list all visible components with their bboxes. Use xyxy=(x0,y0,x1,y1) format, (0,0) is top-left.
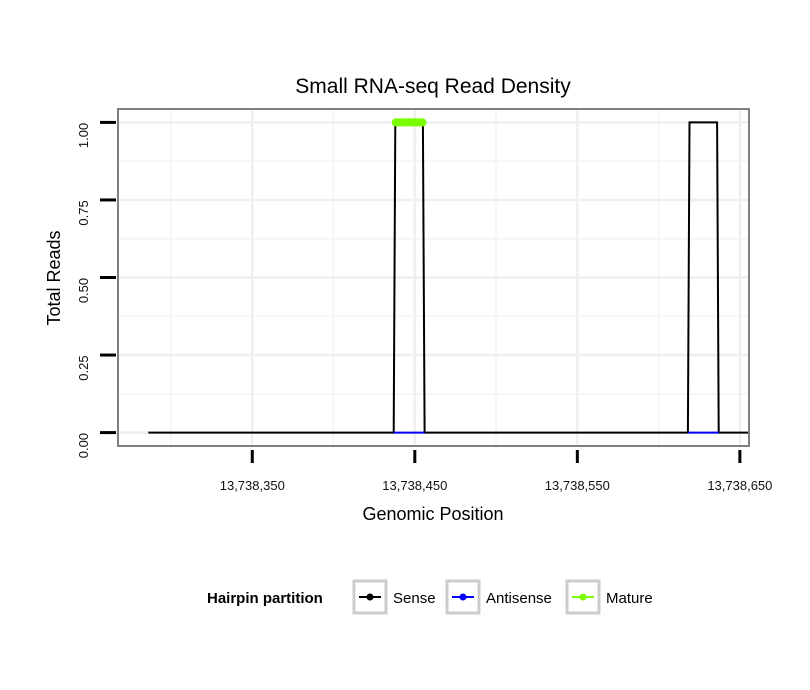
series-sense-line xyxy=(148,121,748,434)
legend-key-point xyxy=(366,593,374,601)
y-tick-label: 0.75 xyxy=(76,200,91,225)
y-tick-label: 0.25 xyxy=(76,355,91,380)
y-tick-label: 1.00 xyxy=(76,123,91,148)
y-tick-label: 0.50 xyxy=(76,278,91,303)
x-tick-label: 13,738,650 xyxy=(707,478,772,493)
legend-items: Sense Antisense Mature xyxy=(352,579,653,615)
y-tick-label: 0.00 xyxy=(76,433,91,458)
legend-key-point xyxy=(459,593,467,601)
y-axis: 0.00 0.25 0.50 0.75 1.00 xyxy=(76,120,116,458)
y-axis-title: Total Reads xyxy=(44,230,64,325)
x-tick-label: 13,738,350 xyxy=(220,478,285,493)
legend-label: Antisense xyxy=(486,590,552,607)
plot-panel-border xyxy=(117,108,750,447)
x-tick-label: 13,738,450 xyxy=(382,478,447,493)
legend-label: Sense xyxy=(393,590,436,607)
legend-key-point xyxy=(579,593,587,601)
x-axis-title: Genomic Position xyxy=(362,504,503,524)
legend-title: Hairpin partition xyxy=(207,590,323,607)
series-layer xyxy=(148,118,748,434)
legend-label: Mature xyxy=(606,590,653,607)
chart-title: Small RNA-seq Read Density xyxy=(295,75,571,98)
legend: Hairpin partition Sense Antisense Mature xyxy=(207,579,653,615)
x-axis: 13,738,350 13,738,450 13,738,550 13,738,650 xyxy=(220,450,772,493)
x-tick-label: 13,738,550 xyxy=(545,478,610,493)
grid-lines xyxy=(119,110,748,445)
